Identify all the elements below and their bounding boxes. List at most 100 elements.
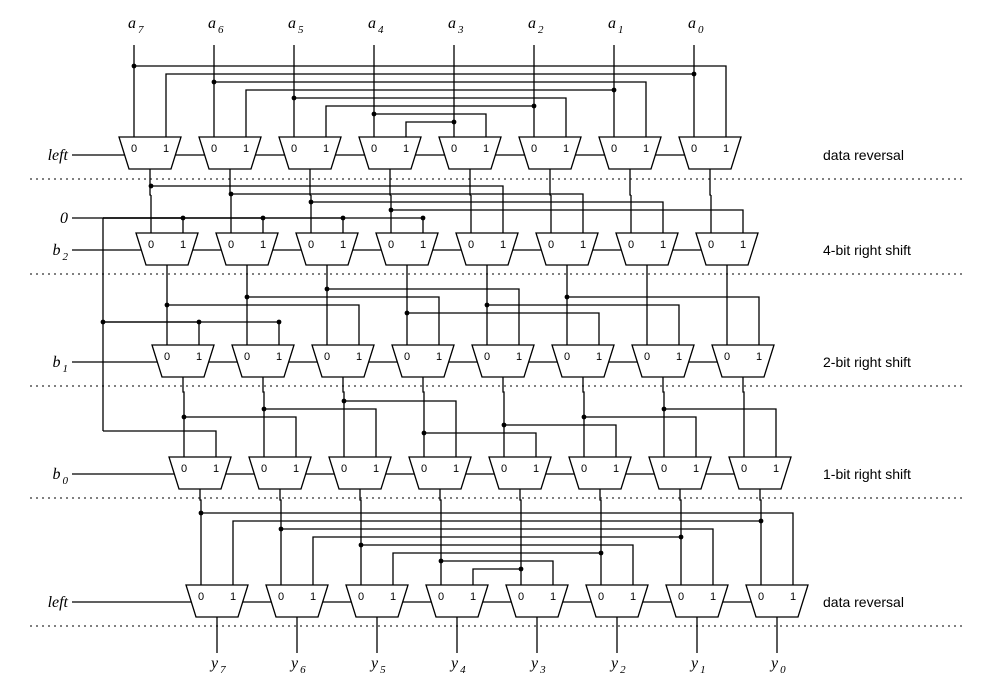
- stage-wire: [709, 169, 711, 196]
- mux-port-1-label: 1: [276, 351, 282, 363]
- shift-wire: [167, 304, 360, 345]
- junction-dot: [518, 566, 524, 572]
- stage-wire: [389, 169, 391, 196]
- mux-port-1-label: 1: [710, 591, 716, 603]
- reversal-wire: [312, 536, 681, 585]
- mux-port-1-label: 1: [323, 143, 329, 155]
- mux-port-1-label: 1: [340, 239, 346, 251]
- mux-port-0-label: 0: [518, 591, 524, 603]
- shift-wire: [407, 312, 600, 345]
- mux-body: [631, 344, 695, 378]
- shift-wire: [151, 185, 504, 233]
- mux-port-0-label: 0: [164, 351, 170, 363]
- shift-wire: [664, 408, 777, 457]
- stage-wire: [662, 377, 665, 457]
- junction-dot: [611, 87, 617, 93]
- mux-port-1-label: 1: [373, 463, 379, 475]
- shift-wire: [311, 201, 664, 233]
- junction-dot: [484, 302, 490, 308]
- labels: a 7 a 6 a 5 a 4 a 3 a 2 a 1 a 0 y 7 y 6 y 5 y 4 y 3 y 2 y 1 y 0 data rev…: [48, 15, 911, 676]
- wiring: [72, 45, 803, 653]
- mux-port-1-label: 1: [403, 143, 409, 155]
- junction-dot: [100, 319, 106, 325]
- mux-body: [455, 232, 519, 266]
- stage-wire: [422, 377, 425, 457]
- shift-wire: [327, 288, 520, 345]
- mux-body: [215, 232, 279, 266]
- junction-dot: [340, 215, 346, 221]
- stage-wire: [359, 489, 362, 585]
- mux-port-0-label: 0: [678, 591, 684, 603]
- mux-port-0-label: 0: [371, 143, 377, 155]
- stage-wire: [199, 489, 202, 585]
- mux-port-1-label: 1: [420, 239, 426, 251]
- mux-port-0-label: 0: [261, 463, 267, 475]
- mux-port-0-label: 0: [211, 143, 217, 155]
- mux-port-0-label: 0: [421, 463, 427, 475]
- mux-body: [745, 584, 809, 618]
- junction-dot: [228, 191, 234, 197]
- mux-port-1-label: 1: [293, 463, 299, 475]
- shift-wire: [584, 416, 697, 457]
- junction-dot: [341, 398, 347, 404]
- stage-wire: [309, 169, 311, 196]
- mux-body: [375, 232, 439, 266]
- mux-body: [231, 344, 295, 378]
- mux-body: [278, 136, 342, 170]
- mux-port-1-label: 1: [230, 591, 236, 603]
- stage-wire: [599, 489, 602, 585]
- mux-port-0-label: 0: [451, 143, 457, 155]
- mux-port-0-label: 0: [598, 591, 604, 603]
- junction-dot: [196, 319, 202, 325]
- reversal-wire: [165, 73, 694, 137]
- mux-body: [535, 232, 599, 266]
- mux-body: [585, 584, 649, 618]
- stage-wire: [519, 489, 522, 585]
- junction-dot: [260, 215, 266, 221]
- stage-wire: [629, 169, 631, 196]
- reversal-wire: [245, 89, 614, 137]
- stage-wire: [182, 377, 185, 457]
- mux-body: [168, 456, 232, 490]
- mux-port-1-label: 1: [580, 239, 586, 251]
- mux-body: [425, 584, 489, 618]
- mux-port-1-label: 1: [483, 143, 489, 155]
- reversal-wire: [214, 81, 647, 137]
- mux-port-0-label: 0: [501, 463, 507, 475]
- junction-dot: [131, 63, 137, 69]
- stage-wire: [439, 489, 442, 585]
- mux-body: [568, 456, 632, 490]
- mux-body: [295, 232, 359, 266]
- reversal-wire: [294, 97, 567, 137]
- mux-port-1-label: 1: [596, 351, 602, 363]
- mux-port-0-label: 0: [724, 351, 730, 363]
- mux-port-1-label: 1: [310, 591, 316, 603]
- reversal-wire: [441, 560, 554, 585]
- stage-label-1: data reversal: [823, 147, 904, 163]
- mux-port-1-label: 1: [196, 351, 202, 363]
- mux-port-1-label: 1: [356, 351, 362, 363]
- mux-body: [728, 456, 792, 490]
- shift-wire: [567, 296, 760, 345]
- mux-port-0-label: 0: [468, 239, 474, 251]
